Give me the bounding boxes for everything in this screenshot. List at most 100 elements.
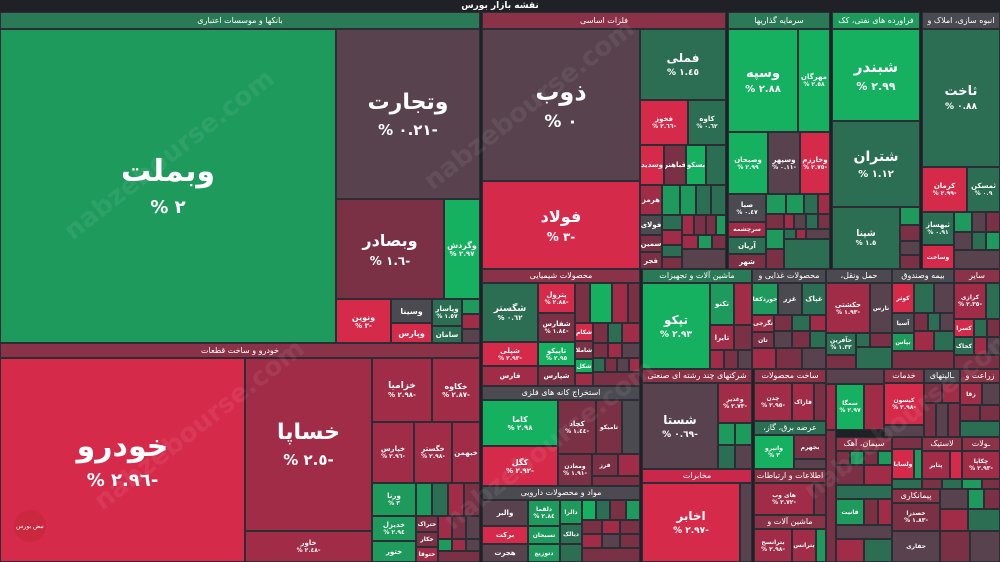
tile-khbahman[interactable]: خبهمن [452,422,480,483]
tile-small[interactable] [794,459,826,469]
tile-small[interactable] [968,509,1000,531]
tile-small[interactable] [662,215,682,230]
sector-header-cement[interactable]: سیمان، آهک [836,437,892,451]
sector-header-food[interactable]: محصولات غذایی و [752,269,826,283]
tile-small[interactable] [416,483,432,516]
tile-vgardesh[interactable]: وگردش ٢.٩٧ % [444,199,480,299]
tile-vbsader[interactable]: وبصادر -١.٦ % [336,199,444,299]
tile-small[interactable] [836,451,850,465]
tile-small[interactable] [605,358,617,372]
sector-header-other[interactable]: سایر [954,269,1000,283]
tile-farak[interactable]: فاراک [792,383,814,421]
tile-small[interactable] [438,551,480,562]
tile-shasta[interactable]: شستا -٠.٦٩ % [642,383,718,469]
tile-khkaveh[interactable]: خکاوه -٢.٨٧ % [432,358,480,422]
tile-small[interactable] [792,331,810,348]
tile-small[interactable] [752,348,776,369]
tile-small[interactable] [575,373,593,386]
tile-small[interactable] [682,235,698,249]
sector-header-rubber[interactable]: لاستیک [922,437,962,451]
tile-small[interactable] [936,403,948,437]
tile-fbahonar[interactable]: فباهنر [664,145,686,185]
tile-small[interactable] [593,323,608,343]
tile-small[interactable] [617,358,629,372]
tile-small[interactable] [784,239,830,269]
tile-small[interactable] [716,215,726,235]
tile-small[interactable] [590,283,612,323]
tile-chkapa[interactable]: چکاپا -٢.٩٣ % [962,451,1000,479]
tile-small[interactable] [826,369,884,384]
tile-small[interactable] [856,333,870,347]
tile-small[interactable] [804,194,818,214]
tile-small[interactable] [914,331,934,351]
tile-small[interactable] [620,520,640,534]
tile-small[interactable] [974,319,987,337]
tile-small[interactable] [582,500,596,520]
tile-small[interactable] [735,423,752,445]
tile-small[interactable] [856,347,892,369]
tile-small[interactable] [986,232,1000,250]
tile-khordkafa[interactable]: خوردکفا [752,283,778,315]
tile-bsko[interactable]: بسکو [686,145,706,185]
tile-small[interactable] [662,257,682,269]
tile-sarcheshmeh[interactable]: سرچشمه [728,222,766,237]
tile-small[interactable] [560,544,582,562]
tile-khgostar[interactable]: خگستر -٢.٩٨ % [414,422,452,483]
tile-shbandar[interactable]: شبندر ٢.٩٩ % [832,29,920,121]
tile-tapko[interactable]: تپکو ٢.٩٣ % [642,283,710,369]
tile-saman[interactable]: سامان [432,326,462,343]
tile-small[interactable] [954,355,1000,369]
sector-header-auto[interactable]: خودرو و ساخت قطعات [0,343,480,358]
tile-small[interactable] [974,337,987,355]
tile-mehregan[interactable]: مهرگان ٢.٥٨ % [798,29,830,132]
tile-tayra[interactable]: تایرا [710,325,734,350]
tile-small[interactable] [900,225,920,241]
tile-bpas[interactable]: بپاس [892,333,914,351]
sector-header-machinery[interactable]: ماشین آلات و تجهیزات [642,269,752,283]
tile-small[interactable] [602,520,620,534]
tile-small[interactable] [680,185,696,215]
tile-khavar[interactable]: خاور -٢.٤٨ % [245,531,372,562]
tile-petrol[interactable]: پترول -٢.٨٨ % [538,283,575,313]
tile-small[interactable] [593,358,605,372]
tile-semga[interactable]: سمگا ٢.٩٧ % [836,384,864,430]
sector-header-pharma[interactable]: مواد و محصولات دارویی [482,486,640,500]
tile-small[interactable] [662,230,682,245]
tile-shpars[interactable]: شپارس [538,366,575,386]
sector-header-financial[interactable]: ـالیتهای [924,369,960,383]
tile-small[interactable] [626,500,640,520]
tile-small[interactable] [706,215,716,235]
tile-small[interactable] [710,350,724,369]
tile-chadan[interactable]: چدن -٢.٩٥ % [754,383,792,421]
tile-hafari[interactable]: حفاری [892,531,940,562]
tile-ghzar[interactable]: غزر [778,283,802,315]
tile-small[interactable] [452,516,466,539]
tile-fameli[interactable]: فملی ١.٤٥ % [640,29,726,100]
tile-khtrak[interactable]: ختراک [416,516,438,532]
tile-kison[interactable]: کیسون -٢.٩٨ % [884,383,924,425]
tile-vniroo[interactable]: وانیرو ٣ % [754,435,794,469]
tile-small[interactable] [826,384,836,430]
sector-header-agri[interactable]: زراعت و [960,369,1000,383]
sector-header-products[interactable]: ـولات [962,437,1000,451]
tile-small[interactable] [462,329,480,343]
tile-small[interactable] [986,283,1000,319]
sector-header-transport[interactable]: حمل ونقل، [826,269,892,283]
tile-shamla[interactable]: شاملا [575,341,593,359]
sector-header-fabric[interactable]: ساخت محصولات [754,369,826,383]
tile-vbmellat[interactable]: وبملت ٢ % [0,29,336,343]
tile-small[interactable] [462,314,480,329]
tile-small[interactable] [712,235,726,249]
tile-small[interactable] [814,383,826,421]
tile-valbor[interactable]: والبر [482,500,528,526]
tile-small[interactable] [711,185,726,215]
tile-smaskan[interactable]: ثمسکن ٠.٩ % [967,167,1000,212]
tile-small[interactable] [986,212,1000,232]
tile-small[interactable] [928,313,940,331]
tile-tsobhan[interactable]: تسبحان [528,526,560,544]
tile-small[interactable] [806,214,818,229]
tile-small[interactable] [810,315,826,331]
tile-small[interactable] [940,531,970,562]
tile-small[interactable] [826,430,836,562]
tile-kaveh[interactable]: کاوه ٠.٦٢ % [688,100,726,145]
